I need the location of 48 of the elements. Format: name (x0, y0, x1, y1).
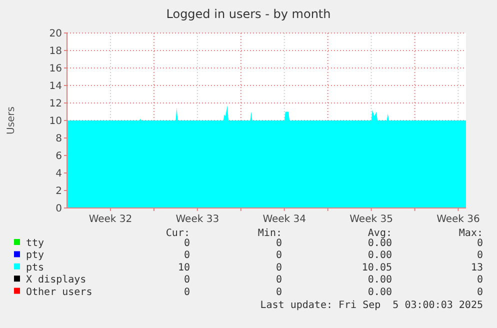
text: 0 (184, 286, 190, 298)
text: 0 (276, 286, 282, 298)
text: Cur: (166, 228, 190, 239)
text: 0 (184, 250, 190, 262)
text: 0 (276, 250, 282, 262)
x-tick-label: Week 35 (350, 214, 393, 225)
text: 0 (276, 238, 282, 249)
text: 10 (178, 262, 190, 274)
x-tick-label: Week 34 (262, 214, 306, 225)
y-tick-label: 16 (49, 64, 62, 74)
y-tick-label: 12 (49, 98, 62, 110)
text: Max: (458, 228, 483, 239)
y-tick-label: 4 (56, 168, 62, 180)
text: 0 (476, 286, 483, 298)
text: Avg: (368, 228, 392, 239)
text: 0 (476, 238, 483, 249)
text: 0.00 (368, 238, 392, 249)
legend-label: tty (26, 238, 44, 249)
text: 0 (476, 274, 483, 286)
y-tick-label: 14 (49, 81, 62, 92)
y-axis-title: Users (6, 106, 17, 135)
y-tick-label: 6 (56, 151, 62, 162)
x-tick-label: Week 33 (176, 214, 220, 225)
text: 0.00 (368, 286, 392, 298)
y-tick-label: 8 (56, 134, 62, 144)
text: 0 (184, 274, 190, 286)
text: Last update: Fri Sep 5 03:00:03 2025 (260, 300, 483, 311)
text: 0 (184, 238, 190, 249)
text: 0.00 (368, 250, 392, 262)
text: Min: (258, 228, 282, 239)
legend-label: Other users (26, 286, 92, 298)
y-tick-label: 0 (56, 204, 62, 214)
chart-title: Logged in users - by month (166, 7, 331, 21)
y-tick-label: 20 (49, 28, 62, 40)
legend-label: pty (26, 250, 44, 262)
y-tick-label: 18 (49, 46, 62, 57)
y-tick-label: 10 (49, 116, 62, 127)
text: 0 (276, 262, 282, 274)
text: 13 (470, 262, 483, 274)
x-tick-label: Week 32 (88, 214, 132, 225)
text: 0 (276, 274, 282, 286)
x-tick-label: Week 36 (436, 214, 480, 225)
legend-label: X displays (26, 274, 86, 286)
y-tick-label: 2 (56, 186, 62, 197)
text: 10.05 (362, 262, 392, 274)
text: 0 (476, 250, 483, 262)
legend-label: pts (26, 262, 44, 274)
text: 0.00 (368, 274, 392, 286)
